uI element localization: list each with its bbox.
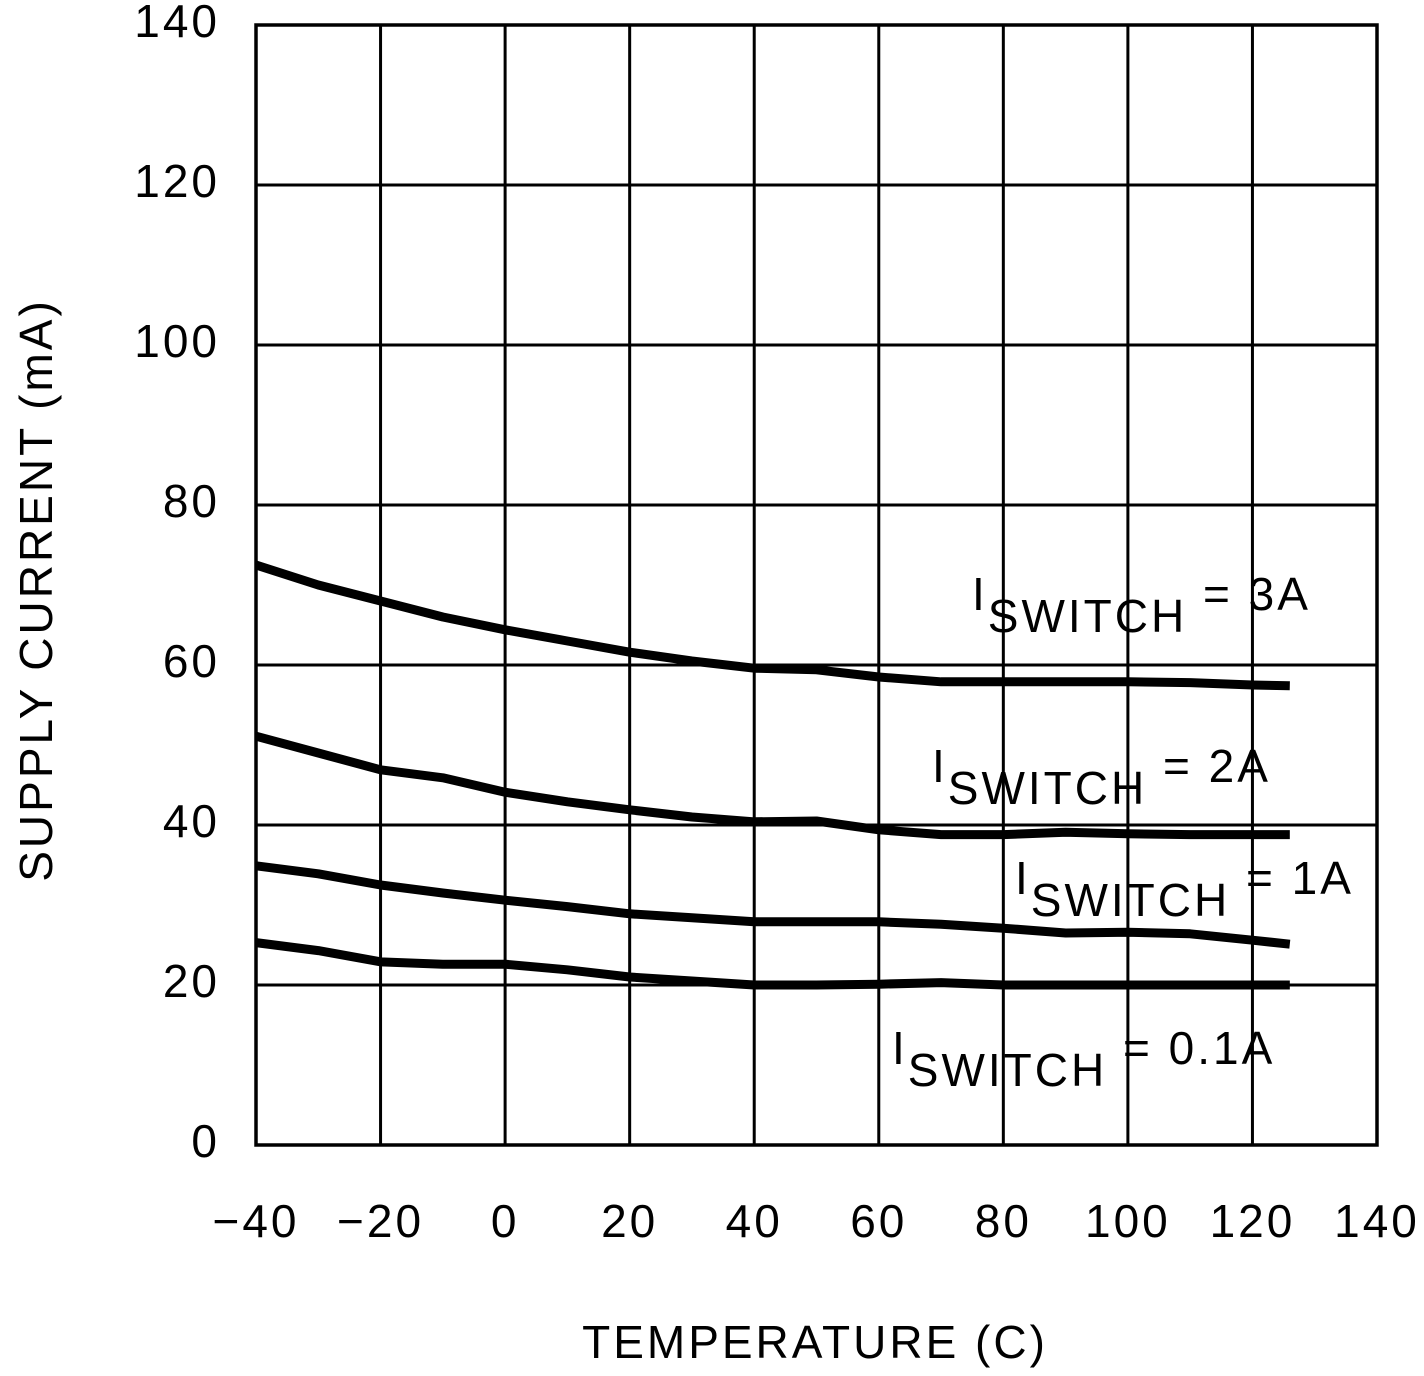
label-base: I: [1015, 852, 1031, 904]
y-tick-label: 120: [134, 155, 220, 207]
label-sub: SWITCH: [988, 590, 1187, 642]
series-label-text: ISWITCH = 2A: [932, 740, 1271, 814]
label-base: I: [892, 1022, 908, 1074]
label-base: I: [972, 568, 988, 620]
x-tick-label: 100: [1085, 1195, 1171, 1247]
series-label: ISWITCH = 0.1A: [892, 1022, 1275, 1096]
y-tick-label: 20: [163, 955, 220, 1007]
label-text: = 3A: [1187, 568, 1311, 620]
plot-frame: [254, 23, 1379, 1147]
label-text: = 1A: [1230, 852, 1354, 904]
x-tick-label: 20: [601, 1195, 658, 1247]
series-label: ISWITCH = 1A: [1015, 852, 1354, 926]
y-tick-label: 0: [191, 1115, 220, 1167]
series-line: [254, 731, 1290, 840]
y-tick-label: 40: [163, 795, 220, 847]
x-tick-label: 80: [975, 1195, 1032, 1247]
y-axis-title: SUPPLY CURRENT (mA): [10, 298, 62, 882]
x-tick-label: −20: [337, 1195, 424, 1247]
x-tick-label: −40: [212, 1195, 299, 1247]
series-label-text: ISWITCH = 0.1A: [892, 1022, 1275, 1096]
label-base: I: [932, 740, 948, 792]
y-tick-label: 80: [163, 475, 220, 527]
label-sub: SWITCH: [1031, 874, 1230, 926]
series-line: [255, 861, 1291, 949]
series-label: ISWITCH = 3A: [972, 568, 1311, 642]
y-tick-label: 100: [134, 315, 220, 367]
x-tick-label: 120: [1210, 1195, 1296, 1247]
series-label: ISWITCH = 2A: [932, 740, 1271, 814]
x-tick-label: 40: [726, 1195, 783, 1247]
x-tick-label: 140: [1334, 1195, 1420, 1247]
series-line: [254, 560, 1290, 691]
label-text: = 0.1A: [1107, 1022, 1275, 1074]
label-sub: SWITCH: [948, 762, 1147, 814]
label-text: = 2A: [1147, 740, 1271, 792]
series-label-text: ISWITCH = 1A: [1015, 852, 1354, 926]
label-sub: SWITCH: [908, 1044, 1107, 1096]
x-tick-label: 60: [850, 1195, 907, 1247]
x-axis-title: TEMPERATURE (C): [582, 1316, 1048, 1368]
y-tick-label: 140: [134, 0, 220, 47]
x-tick-label: 0: [491, 1195, 520, 1247]
y-tick-label: 60: [163, 635, 220, 687]
series-label-text: ISWITCH = 3A: [972, 568, 1311, 642]
series-line: [255, 938, 1290, 990]
